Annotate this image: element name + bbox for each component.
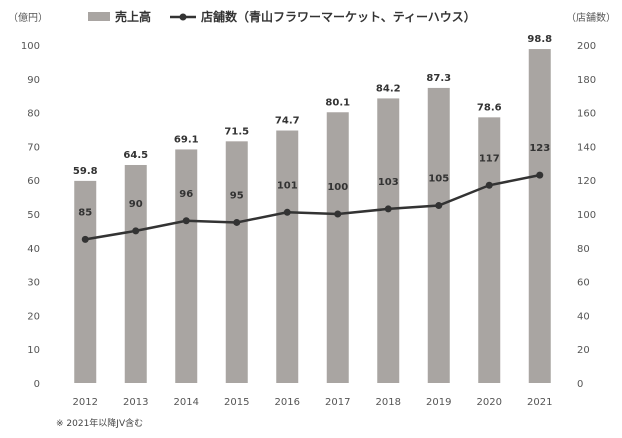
legend: 売上高 店舗数（青山フラワーマーケット、ティーハウス） xyxy=(88,9,476,24)
line-value-label: 85 xyxy=(78,207,92,218)
legend-line-label: 店舗数（青山フラワーマーケット、ティーハウス） xyxy=(201,9,476,24)
left-tick-label: 90 xyxy=(27,75,40,86)
left-axis-unit: （億円） xyxy=(8,11,48,24)
x-tick-label: 2016 xyxy=(275,397,300,408)
left-tick-label: 100 xyxy=(21,41,40,52)
line-value-label: 105 xyxy=(428,174,449,185)
line-series xyxy=(81,171,544,243)
bar xyxy=(377,98,400,384)
line-value-label: 90 xyxy=(129,199,143,210)
x-tick-label: 2017 xyxy=(325,397,350,408)
left-tick-label: 0 xyxy=(34,379,40,390)
x-tick-label: 2020 xyxy=(477,397,502,408)
bar xyxy=(124,164,147,383)
bar-value-label: 69.1 xyxy=(174,134,199,145)
bar xyxy=(276,130,299,383)
bar-value-label: 74.7 xyxy=(275,116,300,127)
bar-series xyxy=(74,49,551,384)
line-value-label: 103 xyxy=(378,177,399,188)
bar xyxy=(225,141,248,383)
right-tick-label: 200 xyxy=(577,41,596,52)
line-value-label: 96 xyxy=(179,189,193,200)
right-tick-label: 120 xyxy=(577,176,596,187)
right-axis-unit: （店舗数） xyxy=(566,11,616,24)
x-tick-label: 2015 xyxy=(224,397,249,408)
x-axis: 2012 2013 2014 2015 2016 2017 2018 2019 2020 2021 xyxy=(73,397,553,408)
bar-value-label: 71.5 xyxy=(224,126,249,137)
line-point xyxy=(435,202,443,210)
right-tick-label: 0 xyxy=(577,379,583,390)
x-tick-label: 2014 xyxy=(174,397,199,408)
legend-bar-swatch xyxy=(88,12,110,21)
bar xyxy=(427,87,450,384)
left-tick-label: 80 xyxy=(27,109,40,120)
x-tick-label: 2021 xyxy=(527,397,552,408)
line-value-label: 100 xyxy=(327,182,348,193)
right-tick-label: 60 xyxy=(577,278,590,289)
line-value-label: 95 xyxy=(230,190,244,201)
right-tick-label: 80 xyxy=(577,244,590,255)
bar-value-label: 59.8 xyxy=(73,166,98,177)
line-point xyxy=(182,217,190,225)
bar-value-label: 78.6 xyxy=(477,102,502,113)
bar-value-label: 87.3 xyxy=(426,73,451,84)
line-data-labels: 85 90 96 95 101 100 103 105 117 123 xyxy=(78,143,550,218)
bar xyxy=(74,180,97,383)
bar xyxy=(528,49,551,383)
left-tick-label: 10 xyxy=(27,345,40,356)
right-tick-label: 140 xyxy=(577,142,596,153)
bar-value-label: 80.1 xyxy=(325,97,350,108)
left-axis: 0 10 20 30 40 50 60 70 80 90 100 xyxy=(21,41,40,390)
line-point xyxy=(233,218,241,226)
bar-value-label: 64.5 xyxy=(123,150,148,161)
line-point xyxy=(81,235,89,243)
bar-value-label: 98.8 xyxy=(527,34,552,45)
line-point xyxy=(334,210,342,218)
right-tick-label: 180 xyxy=(577,75,596,86)
line-point xyxy=(536,171,544,179)
right-tick-label: 160 xyxy=(577,109,596,120)
bar-value-label: 84.2 xyxy=(376,83,401,94)
bar-data-labels: 59.8 64.5 69.1 71.5 74.7 80.1 84.2 87.3 78.6 98.8 xyxy=(73,34,552,177)
bar xyxy=(175,149,198,383)
line-path xyxy=(85,173,540,241)
legend-bar-label: 売上高 xyxy=(115,9,151,24)
line-point xyxy=(485,181,493,189)
x-tick-label: 2019 xyxy=(426,397,451,408)
line-value-label: 123 xyxy=(529,143,550,154)
line-point xyxy=(132,227,140,235)
right-tick-label: 20 xyxy=(577,345,590,356)
footnote: ※ 2021年以降JV含む xyxy=(56,419,144,429)
right-tick-label: 100 xyxy=(577,210,596,221)
x-tick-label: 2013 xyxy=(123,397,148,408)
right-tick-label: 40 xyxy=(577,311,590,322)
x-tick-label: 2012 xyxy=(73,397,98,408)
legend-line-marker xyxy=(179,13,187,21)
line-point xyxy=(384,205,392,213)
line-value-label: 117 xyxy=(479,153,500,164)
x-tick-label: 2018 xyxy=(376,397,401,408)
left-tick-label: 30 xyxy=(27,278,40,289)
left-tick-label: 70 xyxy=(27,142,40,153)
left-tick-label: 20 xyxy=(27,311,40,322)
left-tick-label: 50 xyxy=(27,210,40,221)
left-tick-label: 60 xyxy=(27,176,40,187)
left-tick-label: 40 xyxy=(27,244,40,255)
line-point xyxy=(283,208,291,216)
line-value-label: 101 xyxy=(277,180,298,191)
right-axis: 0 20 40 60 80 100 120 140 160 180 200 xyxy=(577,41,596,390)
bar xyxy=(326,112,349,384)
